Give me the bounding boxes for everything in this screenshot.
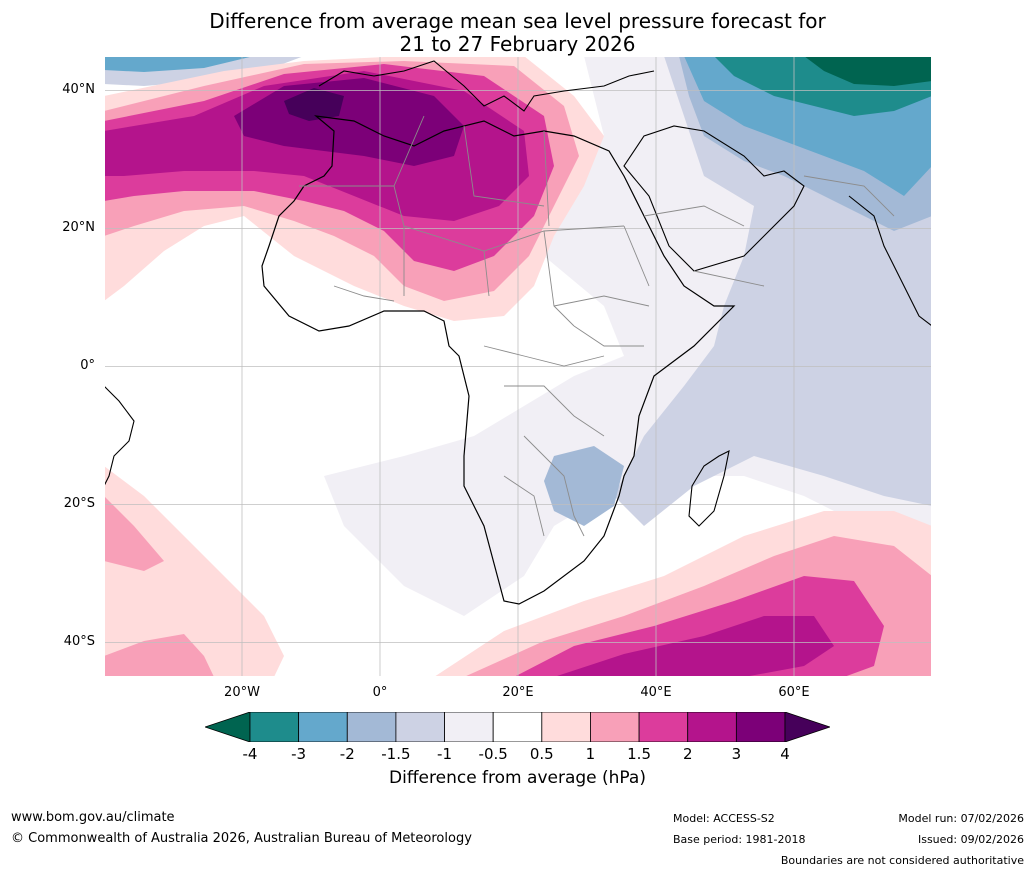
anomaly-plus-2-south: [554, 616, 834, 677]
colorbar-cell-1: [298, 712, 348, 742]
colorbar-tick-label: 4: [780, 745, 790, 763]
lon-label-60e: 60°E: [778, 685, 810, 700]
india-coastline: [848, 195, 932, 327]
colorbar-cell-0: [249, 712, 300, 742]
colorbar-over-arrow: [784, 712, 830, 742]
colorbar-tick-label: 1: [585, 745, 596, 763]
colorbar-cell-5: [492, 712, 543, 742]
colorbar-tick-label: -1: [437, 745, 453, 763]
anomaly-minus-2-northwest: [104, 56, 254, 72]
anomaly-minus-4-east: [804, 56, 932, 86]
colorbar-cell-7: [590, 712, 640, 742]
europe-coastline: [318, 60, 655, 112]
chart-title: Difference from average mean sea level p…: [0, 10, 1035, 56]
colorbar-tick-label: -2: [339, 745, 355, 763]
footer-base-period: Base period: 1981-2018: [673, 833, 806, 846]
footer-model: Model: ACCESS-S2: [673, 812, 775, 825]
colorbar-cell-3: [395, 712, 445, 742]
colorbar-tick-label: 1.5: [627, 745, 651, 763]
colorbar-label: Difference from average (hPa): [389, 768, 646, 788]
lon-label-0: 0°: [372, 685, 388, 700]
lat-label-40n: 40°N: [62, 82, 95, 97]
country-boundaries: [299, 115, 895, 537]
colorbar-cell-4: [444, 712, 494, 742]
colorbar-tick-label: -4: [242, 745, 258, 763]
footer-model-run: Model run: 07/02/2026: [898, 812, 1024, 825]
title-line-2: 21 to 27 February 2026: [399, 32, 636, 56]
anomaly-minus-1.5-mozambique: [544, 446, 624, 526]
pressure-anomaly-map: [104, 56, 932, 677]
anomaly-plus-0.5-southwest: [104, 466, 284, 677]
south-america-coastline: [104, 385, 135, 487]
colorbar-tick-label: 3: [731, 745, 742, 763]
footer-disclaimer: Boundaries are not considered authoritat…: [780, 854, 1024, 867]
anomaly-plus-1-southwest-low: [104, 634, 214, 677]
lat-label-20n: 20°N: [62, 220, 95, 235]
lon-label-20w: 20°W: [224, 685, 260, 700]
colorbar-tick-label: -3: [291, 745, 307, 763]
colorbar-tick-label: -1.5: [381, 745, 411, 763]
colorbar-tick-label: 2: [682, 745, 693, 763]
colorbar-cell-9: [687, 712, 737, 742]
colorbar: [205, 712, 830, 742]
colorbar-cell-10: [735, 712, 786, 742]
colorbar-tick-label: 0.5: [529, 745, 554, 763]
colorbar-tick-label: -0.5: [478, 745, 508, 763]
map-gridlines: [104, 56, 932, 677]
lat-label-20s: 20°S: [63, 496, 95, 511]
lon-label-40e: 40°E: [640, 685, 672, 700]
colorbar-cell-2: [346, 712, 397, 742]
lon-label-20e: 20°E: [502, 685, 534, 700]
colorbar-cell-6: [541, 712, 591, 742]
colorbar-cell-8: [638, 712, 689, 742]
title-line-1: Difference from average mean sea level p…: [209, 9, 826, 33]
lat-label-0: 0°: [80, 358, 95, 373]
lat-label-40s: 40°S: [63, 634, 95, 649]
madagascar-coastline: [688, 450, 730, 527]
anomaly-plus-4-north: [284, 88, 344, 121]
colorbar-under-arrow: [205, 712, 251, 742]
arabia-coastline: [623, 125, 805, 272]
africa-coastline: [261, 115, 736, 605]
footer-copyright: © Commonwealth of Australia 2026, Austra…: [11, 831, 472, 846]
anomaly-plus-1-southwest: [104, 496, 164, 571]
footer-issued: Issued: 09/02/2026: [917, 833, 1024, 846]
footer-website: www.bom.gov.au/climate: [11, 810, 175, 825]
